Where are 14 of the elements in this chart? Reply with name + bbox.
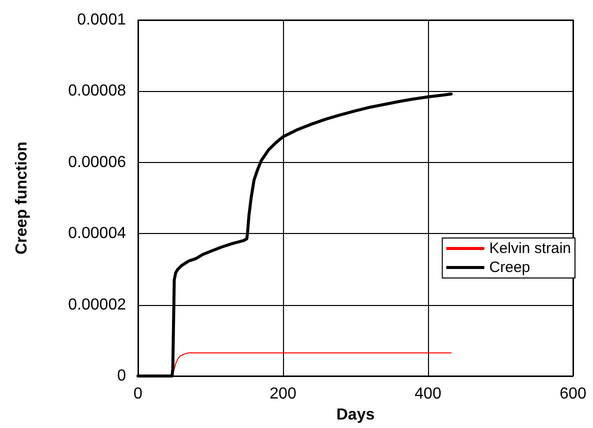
legend-label: Creep <box>489 259 530 276</box>
y-axis-title: Creep function <box>14 142 30 254</box>
y-tick-label: 0 <box>117 368 126 384</box>
y-tick-label: 0.0001 <box>77 12 126 28</box>
x-axis-title: Days <box>336 406 375 424</box>
x-tick-label: 400 <box>414 386 442 402</box>
x-tick-label: 200 <box>270 386 296 402</box>
y-tick-label: 0.00006 <box>68 154 126 171</box>
x-tick-label: 0 <box>134 386 143 402</box>
y-tick-label: 0.00008 <box>68 82 126 100</box>
y-tick-label: 0.00004 <box>68 225 126 242</box>
x-tick-label: 600 <box>560 386 586 402</box>
legend-label: Kelvin strain <box>489 240 571 257</box>
y-tick-label: 0.00002 <box>68 296 126 314</box>
